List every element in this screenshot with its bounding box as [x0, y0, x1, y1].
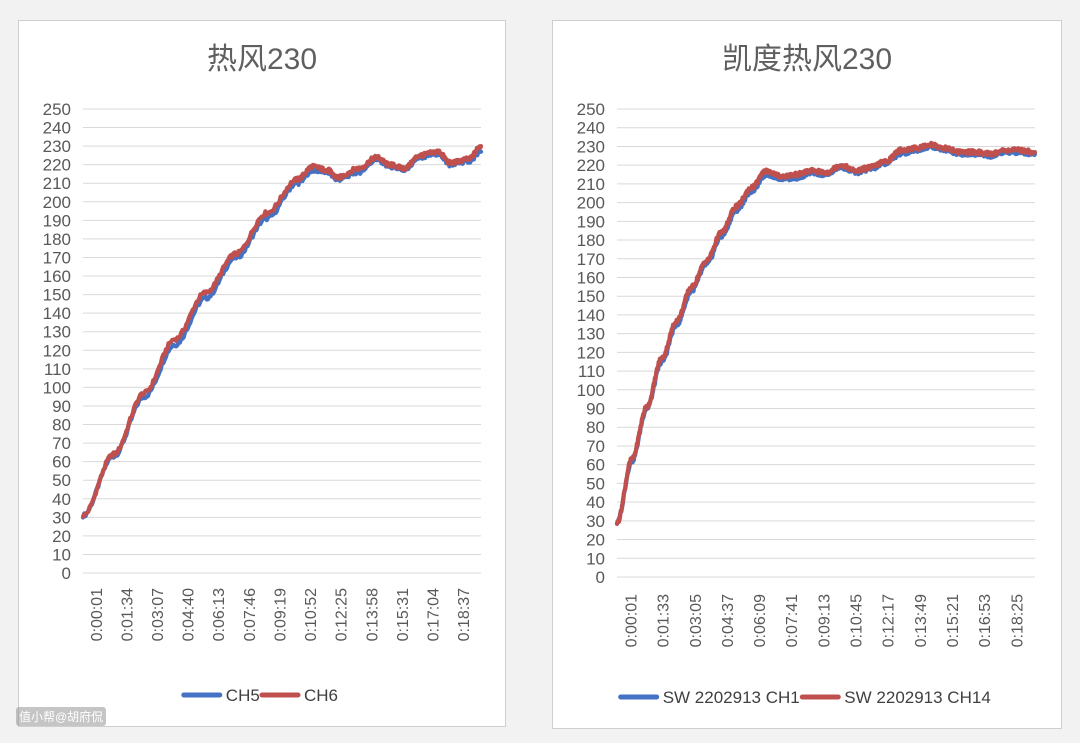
x-tick-label: 0:10:45	[849, 594, 866, 647]
y-tick-label: 140	[43, 304, 71, 323]
x-tick-label: 0:13:58	[364, 588, 381, 641]
y-tick-label: 100	[43, 378, 71, 397]
y-tick-label: 70	[52, 434, 71, 453]
y-tick-label: 120	[43, 341, 71, 360]
y-tick-label: 130	[43, 323, 71, 342]
y-tick-label: 130	[577, 325, 605, 344]
y-tick-label: 120	[577, 343, 605, 362]
series-line-sw-2202913-ch1	[614, 142, 1038, 526]
y-tick-label: 220	[43, 156, 71, 175]
y-tick-label: 200	[577, 194, 605, 213]
legend-label: CH5	[226, 686, 260, 705]
legend-label: SW 2202913 CH1	[663, 688, 800, 707]
chart-title: 凯度热风230	[722, 43, 892, 76]
chart-left-svg: 热风23001020304050607080901001101201301401…	[43, 43, 484, 705]
y-tick-label: 230	[577, 137, 605, 156]
y-tick-label: 110	[44, 360, 71, 379]
x-tick-label: 0:09:19	[272, 588, 289, 641]
series-line-ch6	[80, 143, 484, 519]
x-tick-label: 0:03:07	[150, 588, 167, 641]
x-tick-label: 0:07:46	[242, 588, 259, 641]
y-tick-label: 210	[43, 174, 71, 193]
y-tick-label: 10	[586, 549, 605, 568]
y-tick-label: 240	[577, 119, 605, 138]
x-tick-label: 0:01:34	[119, 588, 136, 641]
x-tick-label: 0:06:09	[752, 594, 769, 647]
x-tick-label: 0:18:25	[1009, 594, 1026, 647]
x-tick-label: 0:13:49	[913, 594, 930, 647]
y-tick-label: 10	[52, 545, 71, 564]
chart-panel-right: 凯度热风230 0 10 20 30 40 50 60 70 80 90 100 110 120 130 14…	[552, 20, 1062, 729]
x-tick-label: 0:03:05	[688, 594, 705, 647]
y-tick-label: 30	[52, 508, 71, 527]
x-tick-label: 0:10:52	[303, 588, 320, 641]
x-tick-label: 0:06:13	[211, 588, 228, 641]
y-tick-label: 90	[52, 397, 71, 416]
x-tick-label: 0:12:25	[334, 588, 351, 641]
x-tick-label: 0:04:37	[720, 594, 737, 647]
y-tick-label: 40	[52, 490, 71, 509]
y-tick-label: 180	[43, 230, 71, 249]
y-tick-label: 200	[43, 193, 71, 212]
y-tick-label: 170	[43, 248, 71, 267]
y-tick-label: 50	[586, 474, 605, 493]
y-tick-label: 30	[586, 512, 605, 531]
y-tick-label: 0	[62, 564, 71, 583]
y-tick-label: 110	[578, 362, 605, 381]
y-tick-label: 20	[586, 531, 605, 550]
x-tick-label: 0:00:01	[623, 594, 640, 647]
y-tick-label: 80	[52, 416, 71, 435]
y-tick-label: 150	[577, 287, 605, 306]
x-tick-label: 0:17:04	[426, 588, 443, 641]
watermark: 值小帮@胡府侃	[16, 707, 107, 726]
x-tick-label: 0:01:33	[656, 594, 673, 647]
y-tick-label: 50	[52, 471, 71, 490]
y-tick-label: 230	[43, 137, 71, 156]
y-tick-label: 170	[577, 250, 605, 269]
x-tick-label: 0:18:37	[456, 588, 473, 641]
y-tick-label: 190	[577, 212, 605, 231]
y-tick-label: 220	[577, 156, 605, 175]
x-tick-label: 0:04:40	[181, 588, 198, 641]
series-line-sw-2202913-ch14	[614, 140, 1038, 526]
chart-title: 热风230	[207, 43, 317, 76]
y-tick-label: 100	[577, 381, 605, 400]
y-tick-label: 190	[43, 211, 71, 230]
y-tick-label: 240	[43, 119, 71, 138]
x-tick-label: 0:15:21	[945, 594, 962, 647]
y-tick-label: 0	[596, 568, 605, 587]
x-tick-label: 0:12:17	[881, 594, 898, 647]
y-tick-label: 160	[43, 267, 71, 286]
legend-label: SW 2202913 CH14	[844, 688, 990, 707]
y-tick-label: 60	[52, 453, 71, 472]
y-tick-label: 70	[586, 437, 605, 456]
x-tick-label: 0:07:41	[784, 594, 801, 647]
legend-label: CH6	[304, 686, 338, 705]
y-tick-label: 40	[586, 493, 605, 512]
chart-panel-left: 热风230 0 10 20 30 40 50 60 70 80 90 100 110 120 130 140 1…	[18, 20, 506, 727]
y-tick-label: 250	[577, 100, 605, 119]
chart-right-svg: 凯度热风230 010203040506070809010011012013014…	[577, 43, 1038, 707]
y-tick-label: 150	[43, 286, 71, 305]
x-tick-label: 0:15:31	[395, 588, 412, 641]
x-tick-label: 0:00:01	[89, 588, 106, 641]
y-tick-label: 160	[577, 268, 605, 287]
x-tick-label: 0:16:53	[977, 594, 994, 647]
y-tick-label: 80	[586, 418, 605, 437]
series-line-ch5	[80, 149, 484, 520]
y-tick-label: 250	[43, 100, 71, 119]
y-tick-label: 210	[577, 175, 605, 194]
y-tick-label: 140	[577, 306, 605, 325]
y-tick-label: 60	[586, 456, 605, 475]
y-tick-label: 180	[577, 231, 605, 250]
y-tick-label: 90	[586, 400, 605, 419]
x-tick-label: 0:09:13	[816, 594, 833, 647]
y-tick-label: 20	[52, 527, 71, 546]
